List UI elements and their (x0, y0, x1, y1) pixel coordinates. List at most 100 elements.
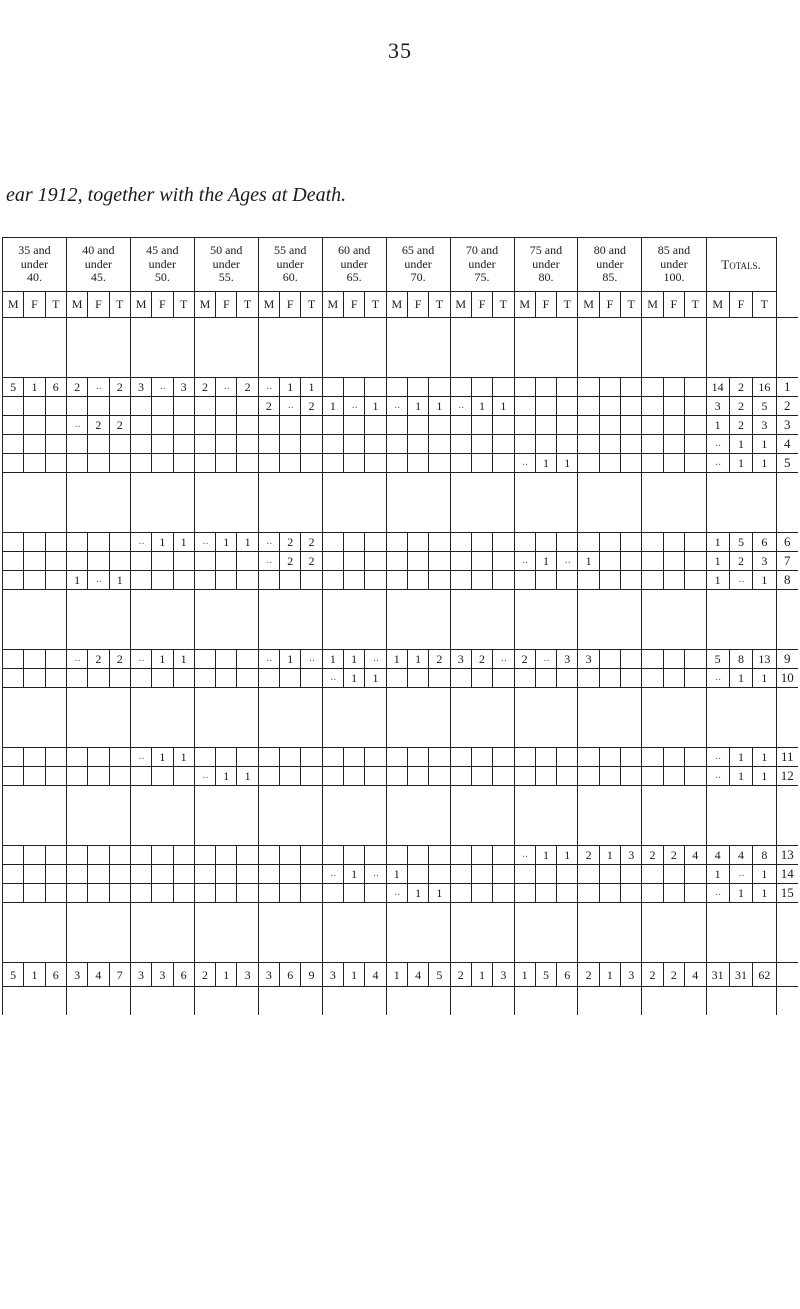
age-group-line1: 75 and (530, 243, 562, 257)
table-cell (599, 454, 620, 473)
table-cell: 1 (344, 650, 365, 669)
table-cell (237, 397, 258, 416)
table-cell (173, 767, 194, 786)
spacer-cell (578, 786, 642, 846)
spacer-cell (706, 987, 776, 1015)
table-cell (66, 454, 87, 473)
table-cell (599, 865, 620, 884)
table-cell (514, 767, 535, 786)
table-cell (365, 884, 386, 903)
spacer-cell (706, 473, 776, 533)
spacer-cell (578, 987, 642, 1015)
spacer-cell (706, 590, 776, 650)
table-cell: 2 (194, 963, 215, 987)
spacer-cell (386, 903, 450, 963)
table-cell (173, 865, 194, 884)
table-cell: 1 (365, 397, 386, 416)
table-cell: 1 (599, 846, 620, 865)
age-group-line3: 55. (219, 270, 234, 284)
table-cell (386, 552, 407, 571)
spacer-cell (130, 473, 194, 533)
table-cell (280, 416, 301, 435)
spacer-cell (578, 590, 642, 650)
table-cell (45, 865, 66, 884)
spacer-cell (258, 688, 322, 748)
spacer-cell (194, 987, 258, 1015)
table-cell (429, 454, 450, 473)
table-cell (3, 669, 24, 688)
age-group-header: 65 andunder70. (386, 238, 450, 292)
table-cell: 1 (216, 533, 237, 552)
table-cell: 3 (130, 378, 151, 397)
table-cell: 8 (729, 650, 752, 669)
age-group-line1: 80 and (594, 243, 626, 257)
table-cell: 1 (322, 650, 343, 669)
table-cell (407, 571, 428, 590)
table-cell: . . (152, 378, 173, 397)
table-cell (621, 650, 642, 669)
table-cell (514, 571, 535, 590)
table-cell (471, 669, 492, 688)
spacer-cell (258, 318, 322, 378)
table-cell (685, 378, 707, 397)
table-cell (450, 865, 471, 884)
table-cell (407, 454, 428, 473)
table-cell (216, 552, 237, 571)
table-cell (344, 552, 365, 571)
age-group-header: 55 andunder60. (258, 238, 322, 292)
table-cell (471, 378, 492, 397)
table-cell: 1 (301, 378, 322, 397)
table-cell (642, 397, 663, 416)
table-cell: 1 (344, 865, 365, 884)
table-cell: 4 (88, 963, 109, 987)
table-cell (45, 435, 66, 454)
table-cell (344, 454, 365, 473)
table-cell (535, 435, 556, 454)
table-cell (3, 552, 24, 571)
table-cell (88, 397, 109, 416)
spacer-cell (514, 688, 578, 748)
table-cell: 1 (535, 846, 556, 865)
mft-header: M (66, 292, 87, 318)
table-cell (194, 571, 215, 590)
table-cell (514, 865, 535, 884)
table-cell (280, 865, 301, 884)
table-cell: . . (88, 571, 109, 590)
table-cell: 6 (45, 378, 66, 397)
table-cell (66, 865, 87, 884)
row-index-cell: 11 (776, 748, 798, 767)
table-cell: . . (344, 397, 365, 416)
table-cell: 2 (729, 552, 752, 571)
table-cell: 2 (729, 397, 752, 416)
table-cell: 2 (514, 650, 535, 669)
table-cell: 1 (386, 650, 407, 669)
table-cell: 1 (344, 963, 365, 987)
table-cell: 1 (599, 963, 620, 987)
spacer-cell (258, 987, 322, 1015)
spacer-cell (3, 688, 67, 748)
spacer-cell (194, 688, 258, 748)
spacer-cell (130, 987, 194, 1015)
table-cell (3, 416, 24, 435)
table-cell: 4 (729, 846, 752, 865)
table-cell (301, 748, 322, 767)
table-cell (514, 378, 535, 397)
spacer-cell (194, 318, 258, 378)
table-cell: . . (258, 552, 279, 571)
table-cell (237, 669, 258, 688)
table-cell (535, 397, 556, 416)
table-cell (109, 767, 130, 786)
table-cell: 2 (88, 650, 109, 669)
table-cell: 2 (663, 963, 684, 987)
table-cell: 1 (24, 378, 45, 397)
table-cell (237, 748, 258, 767)
table-cell: . . (706, 767, 729, 786)
spacer-cell (642, 786, 706, 846)
table-cell (429, 435, 450, 454)
table-cell (344, 884, 365, 903)
table-cell (130, 397, 151, 416)
age-group-line3: 70. (411, 270, 426, 284)
table-cell (578, 397, 599, 416)
mft-header: F (216, 292, 237, 318)
table-cell (322, 846, 343, 865)
